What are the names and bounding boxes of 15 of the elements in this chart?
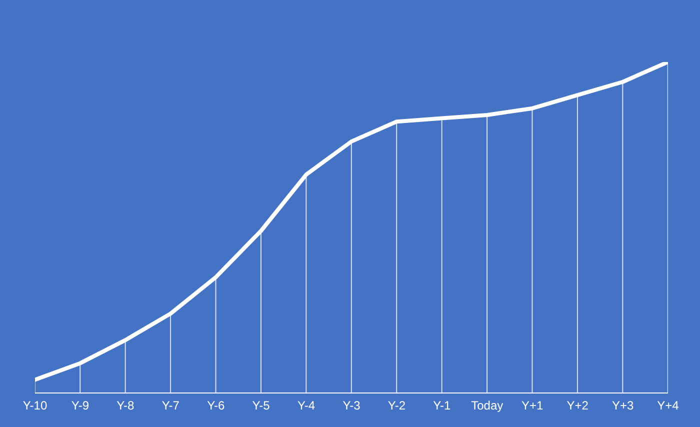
x-tick-label: Today — [471, 398, 504, 413]
x-tick-label: Y-9 — [71, 398, 90, 413]
x-tick-label: Y-3 — [342, 398, 361, 413]
x-tick-label: Y-6 — [207, 398, 225, 413]
x-tick-label: Y-2 — [388, 398, 406, 413]
x-tick-label: Y-8 — [116, 398, 135, 413]
x-tick-label: Y-7 — [162, 398, 180, 413]
x-tick-label: Y-1 — [433, 398, 452, 413]
x-tick-label: Y+1 — [522, 398, 544, 413]
x-tick-label: Y+3 — [612, 398, 634, 413]
x-tick-label: Y-10 — [22, 398, 48, 413]
x-tick-label: Y+4 — [657, 398, 680, 413]
x-tick-label: Y+2 — [566, 398, 589, 413]
x-tick-label: Y-5 — [252, 398, 270, 413]
x-tick-label: Y-4 — [297, 398, 316, 413]
